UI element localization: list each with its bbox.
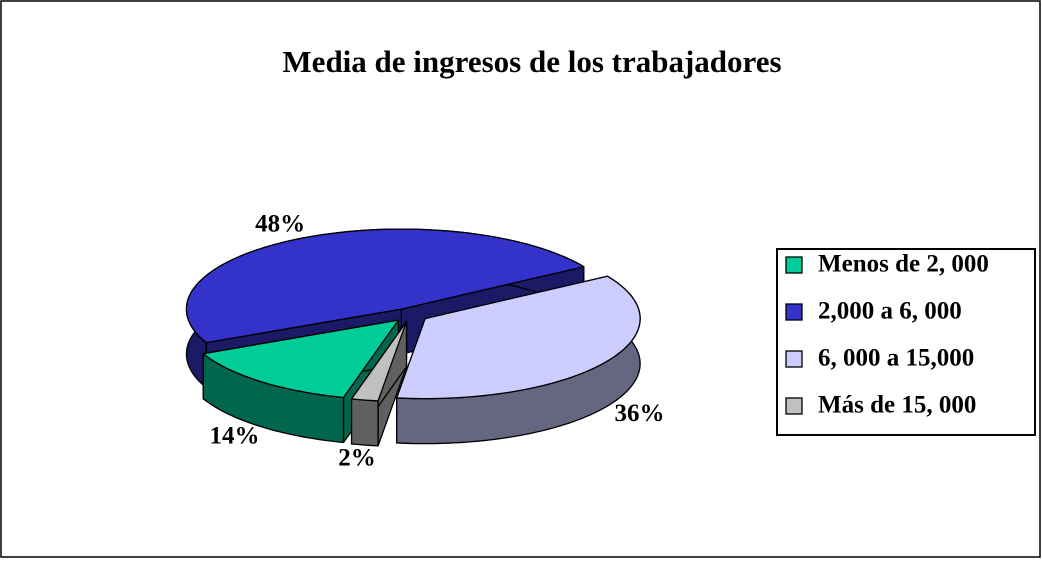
data-label: 48% — [255, 210, 305, 237]
data-label: 2% — [338, 444, 376, 471]
legend-swatch — [785, 256, 803, 274]
slice — [202, 319, 400, 399]
slice — [396, 275, 641, 400]
data-label: 36% — [615, 400, 665, 427]
chart-title: Media de ingresos de los trabajadores — [282, 44, 781, 79]
slice — [185, 228, 585, 344]
legend-swatch — [785, 397, 803, 415]
data-label: 14% — [209, 423, 259, 450]
legend-label: 6, 000 a 15,000 — [818, 345, 974, 372]
legend-label: Más de 15, 000 — [818, 392, 976, 419]
legend-label: 2,000 a 6, 000 — [818, 298, 962, 325]
legend-swatch — [785, 350, 803, 368]
slice — [350, 320, 408, 402]
legend-swatch — [785, 303, 803, 321]
legend-box — [776, 248, 1036, 436]
legend-label: Menos de 2, 000 — [818, 251, 989, 278]
slice-side — [350, 398, 379, 447]
